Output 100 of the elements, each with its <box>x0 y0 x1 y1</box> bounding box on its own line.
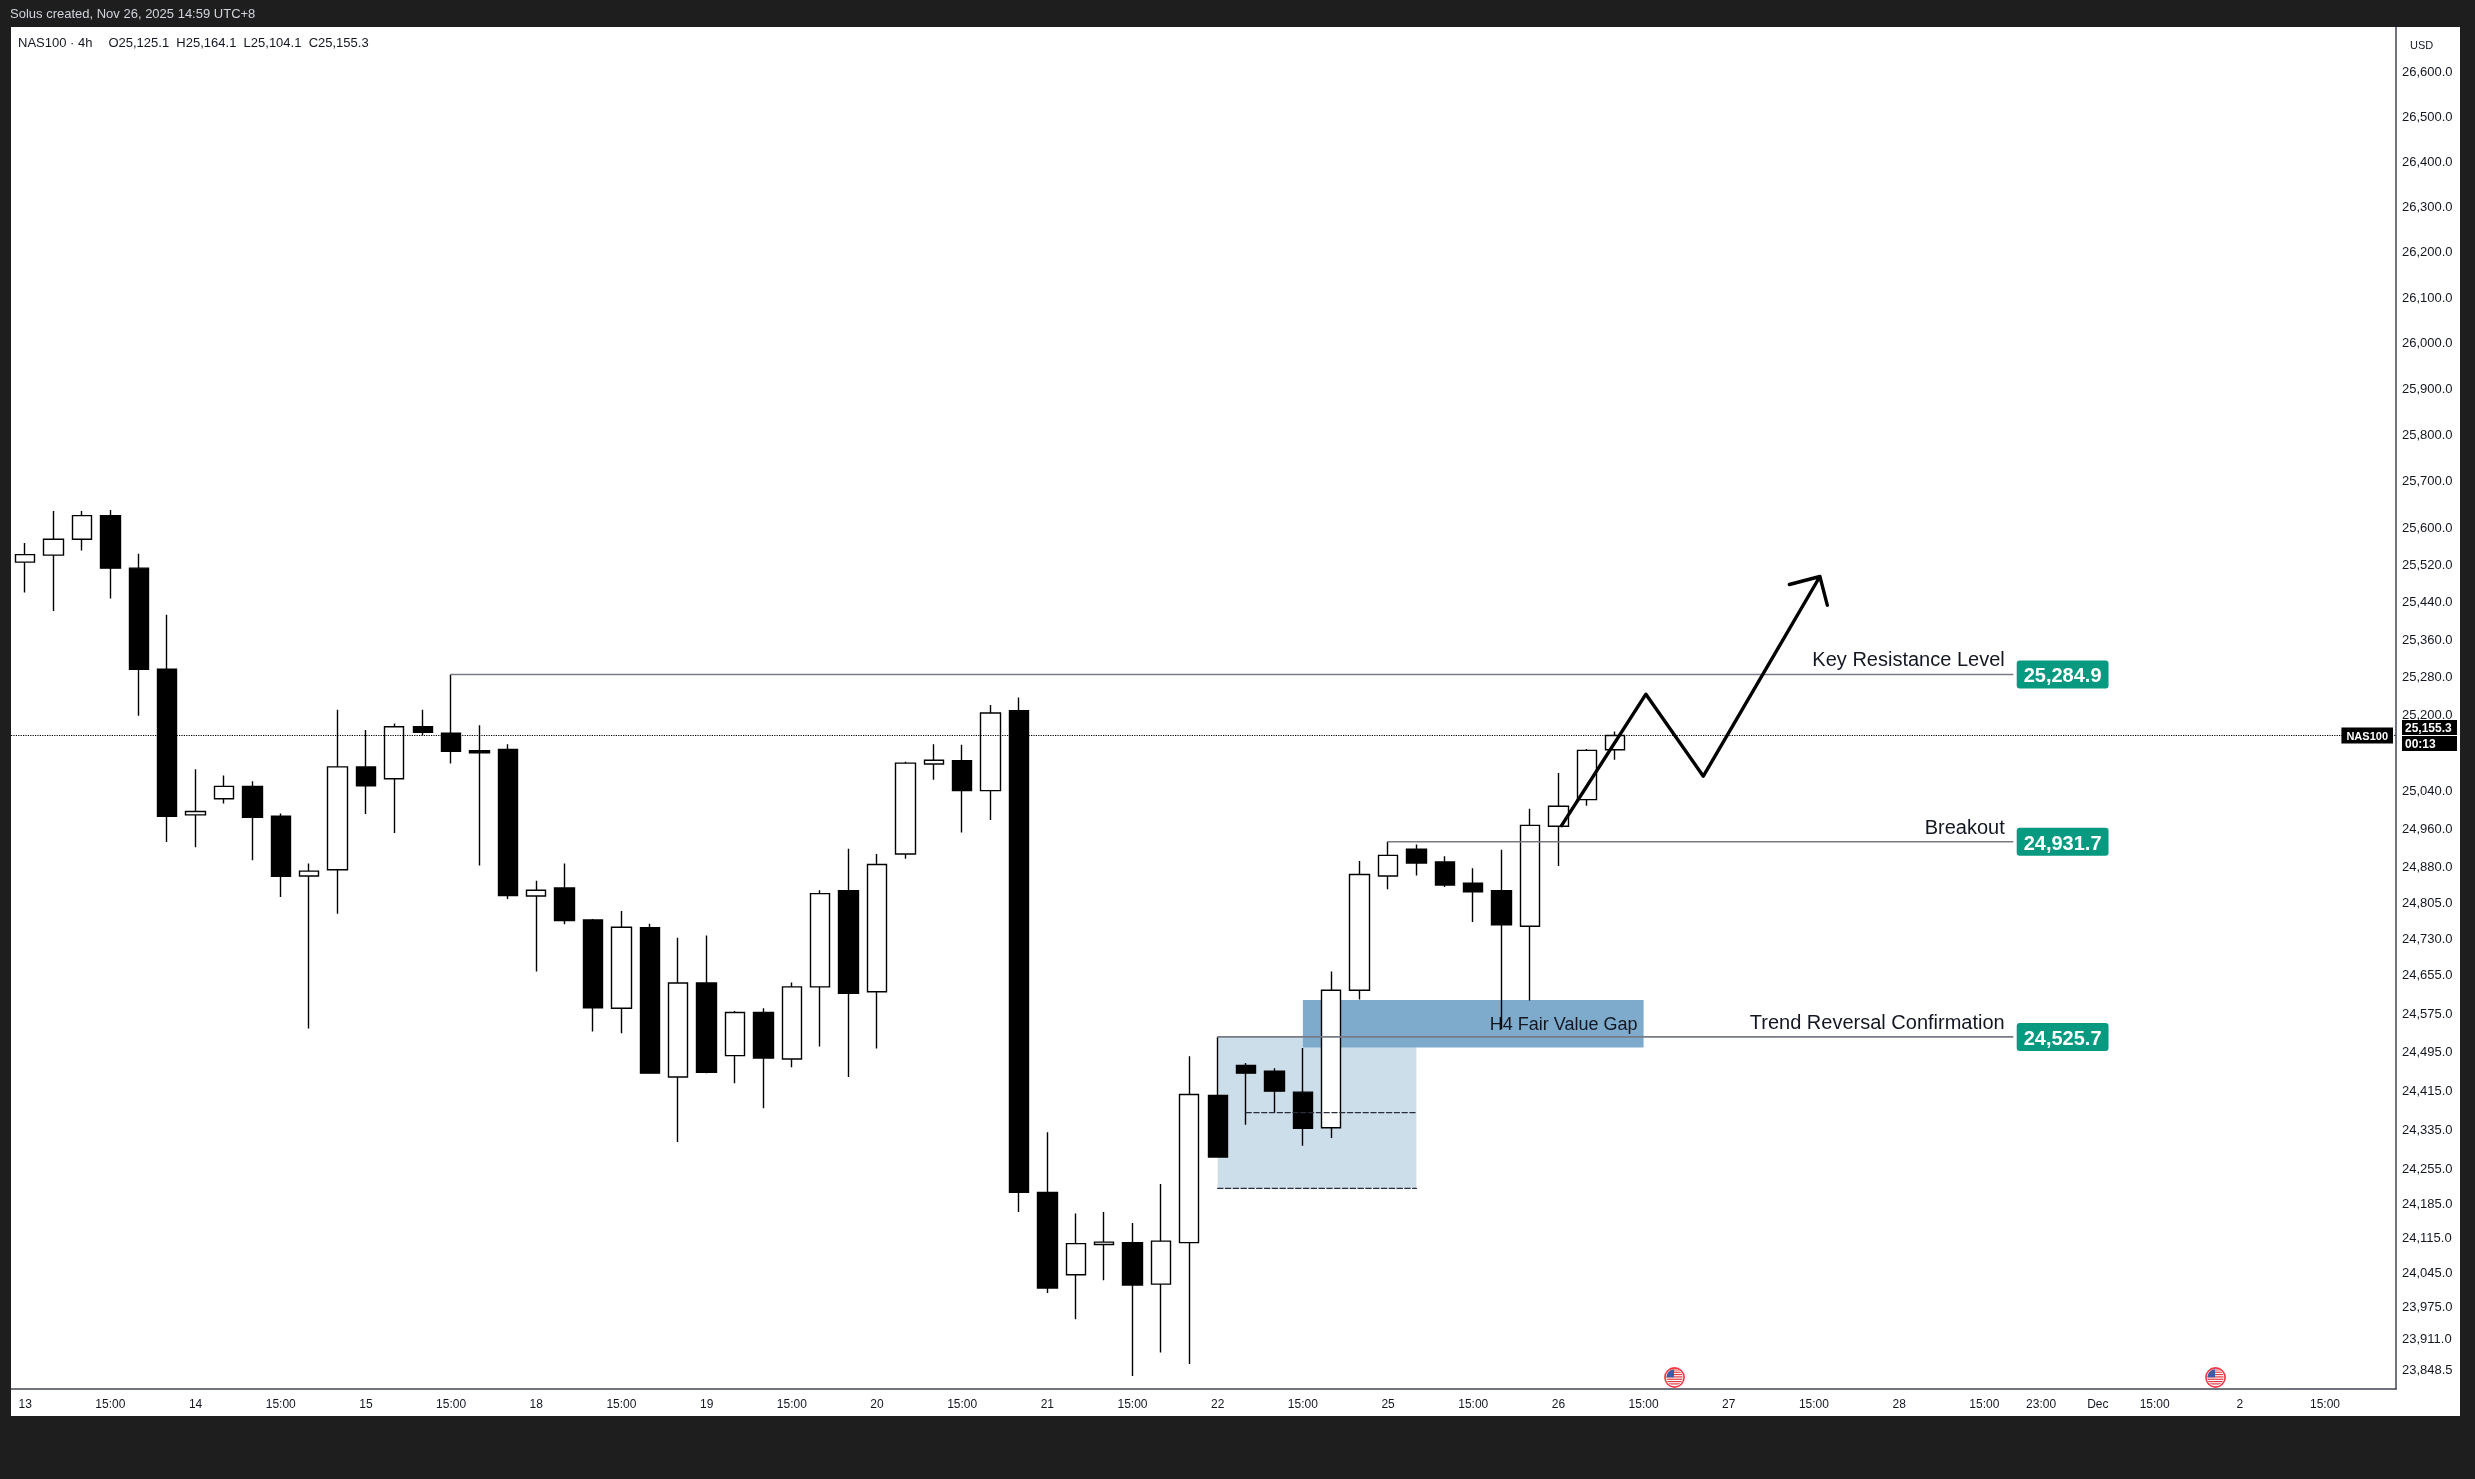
candlestick <box>99 509 122 600</box>
x-tick-label: 15:00 <box>95 1397 126 1411</box>
candlestick <box>553 862 576 926</box>
candlestick <box>866 853 888 1050</box>
candlestick <box>1547 772 1570 867</box>
series-label: Trend Reversal Confirmation <box>1749 1010 2005 1033</box>
candlestick <box>781 981 803 1069</box>
x-tick-label: 25 <box>1381 1397 1396 1411</box>
y-tick-label: 24,575.0 <box>2402 1005 2453 1021</box>
y-tick-label: 26,200.0 <box>2402 244 2453 260</box>
x-tick-label: 18 <box>529 1397 544 1411</box>
candlestick <box>1178 1055 1200 1365</box>
x-tick-label: 26 <box>1551 1397 1566 1411</box>
x-tick-label: 15:00 <box>1628 1397 1659 1411</box>
x-tick-label: 15:00 <box>1798 1397 1830 1411</box>
x-tick-label: 15:00 <box>947 1397 978 1411</box>
candlestick <box>951 743 973 834</box>
candlestick <box>809 889 831 1048</box>
x-tick-label: 28 <box>1892 1397 1907 1411</box>
candlestick <box>1093 1211 1115 1281</box>
y-tick-label: 26,000.0 <box>2402 335 2453 351</box>
y-tick-label: 25,800.0 <box>2402 427 2453 443</box>
candlestick <box>639 923 661 1074</box>
x-tick-label: 2 <box>2236 1397 2244 1411</box>
y-tick-label: 23,975.0 <box>2402 1299 2453 1315</box>
candlestick <box>1320 970 1342 1139</box>
y-tick-label: 25,600.0 <box>2402 519 2453 535</box>
y-tick-label: 26,600.0 <box>2402 64 2453 80</box>
candlestick <box>42 510 65 612</box>
x-tick-label: 15 <box>359 1397 373 1411</box>
x-tick-label: 15:00 <box>2139 1397 2170 1411</box>
y-tick-label: 25,440.0 <box>2402 594 2453 610</box>
y-tick-label: 25,200.0 <box>2402 706 2453 722</box>
candlestick <box>525 880 547 973</box>
x-tick-label: 15:00 <box>436 1397 467 1411</box>
y-tick-label: 26,300.0 <box>2402 198 2453 214</box>
y-tick-label: 23,848.5 <box>2402 1362 2453 1378</box>
candlestick <box>184 768 207 848</box>
candlestick <box>1263 1067 1286 1114</box>
candlestick <box>497 743 519 900</box>
series-label: Breakout <box>1924 815 2006 838</box>
candlestick <box>1462 867 1484 923</box>
candlestick <box>241 780 264 861</box>
x-tick-label: 15:00 <box>1287 1397 1319 1411</box>
y-tick-label: 26,500.0 <box>2402 108 2453 124</box>
y-tick-label: 25,280.0 <box>2402 669 2453 685</box>
data-label: 25,284.9 <box>2023 664 2102 687</box>
candlestick <box>1519 807 1541 1002</box>
candlestick <box>1207 1036 1229 1158</box>
y-tick-label: 23,911.0 <box>2402 1331 2452 1347</box>
candlestick <box>894 761 917 860</box>
x-tick-label: 21 <box>1040 1397 1055 1411</box>
y-tick-label: 25,900.0 <box>2402 381 2453 397</box>
x-tick-label: 15:00 <box>606 1397 637 1411</box>
x-tick-label: 15:00 <box>1969 1397 2000 1411</box>
x-tick-label: 14 <box>188 1397 203 1411</box>
x-tick-label: 22 <box>1211 1397 1225 1411</box>
candlestick <box>1036 1131 1059 1294</box>
text: NAS100 · 4h <box>18 35 93 50</box>
x-tick-label: 15:00 <box>265 1397 297 1411</box>
y-tick-label: 24,495.0 <box>2402 1044 2453 1060</box>
candlestick <box>213 774 235 805</box>
y-tick-label: 24,880.0 <box>2402 858 2453 874</box>
candlestick <box>1065 1212 1087 1320</box>
x-tick-label: 15:00 <box>1117 1397 1148 1411</box>
data-label: 24,525.7 <box>2023 1026 2102 1049</box>
candlestick <box>1490 848 1513 1030</box>
candlestick <box>752 1007 775 1109</box>
data-label: 24,931.7 <box>2023 831 2102 854</box>
candlestick <box>837 848 860 1078</box>
y-tick-label: 25,520.0 <box>2402 556 2453 572</box>
series-label: Key Resistance Level <box>1812 648 2005 671</box>
y-tick-label: 25,700.0 <box>2402 473 2453 489</box>
ref-line-label: NAS100 <box>2346 729 2388 742</box>
x-tick-label: 27 <box>1722 1397 1736 1411</box>
y-tick-label: 24,655.0 <box>2402 966 2453 982</box>
candlestick <box>923 743 945 781</box>
x-tick-label: 15:00 <box>1458 1397 1489 1411</box>
candlestick <box>695 934 718 1074</box>
candlestick <box>1121 1222 1144 1377</box>
y-tick-label: 24,805.0 <box>2402 894 2453 910</box>
x-tick-label: 15:00 <box>2310 1397 2341 1411</box>
y-axis-title: USD <box>2410 38 2434 51</box>
candlestick <box>582 918 604 1033</box>
y-tick-label: 24,115.0 <box>2402 1230 2452 1246</box>
x-tick-label: 20 <box>870 1397 884 1411</box>
x-tick-label: 23:00 <box>2026 1397 2057 1411</box>
candlestick <box>1292 1047 1314 1147</box>
x-tick-label: 13 <box>18 1397 33 1411</box>
candlestick <box>1377 840 1399 891</box>
y-tick-label: 24,415.0 <box>2402 1083 2453 1099</box>
y-tick-label: 24,960.0 <box>2402 820 2453 836</box>
y-tick-label: 25,360.0 <box>2402 631 2453 647</box>
candlestick <box>1405 843 1428 877</box>
x-tick-label: 19 <box>699 1397 714 1411</box>
candlestick <box>298 862 320 1030</box>
candlestick <box>1434 855 1456 888</box>
candlestick <box>667 937 689 1143</box>
y-tick-label: 25,155.3 00:13 <box>2405 721 2453 752</box>
candlestick <box>71 510 93 552</box>
